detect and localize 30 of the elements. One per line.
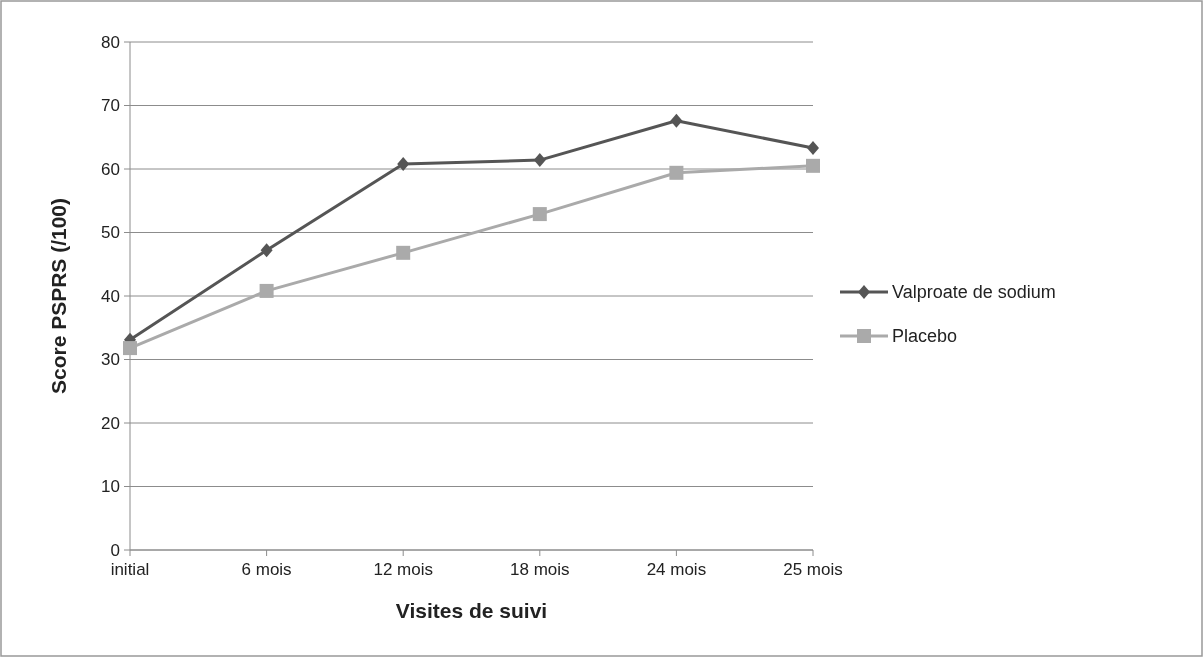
x-tick-label: 12 mois xyxy=(373,560,433,579)
y-tick-label: 80 xyxy=(101,32,120,52)
point xyxy=(532,207,547,222)
point xyxy=(806,158,820,173)
y-tick-label: 70 xyxy=(101,96,120,116)
y-axis-title: Score PSPRS (/100) xyxy=(47,197,70,395)
point xyxy=(669,165,684,180)
y-tick-label: 20 xyxy=(101,413,120,433)
legend-label: Valproate de sodium xyxy=(892,282,1056,303)
point xyxy=(807,141,819,156)
point xyxy=(397,156,410,171)
x-tick-label: 24 mois xyxy=(646,560,707,579)
y-tick-label: 30 xyxy=(101,350,120,370)
point xyxy=(533,153,546,168)
y-tick-label: 60 xyxy=(101,159,120,179)
x-axis-title: Visites de suivi xyxy=(395,599,548,622)
x-tick-label: 25 mois xyxy=(783,560,843,579)
point xyxy=(260,243,273,258)
point xyxy=(123,341,137,356)
y-tick-label: 10 xyxy=(101,477,120,497)
legend-label: Placebo xyxy=(892,326,958,347)
x-tick-label: initial xyxy=(110,560,150,579)
y-tick-label: 40 xyxy=(101,286,120,306)
x-tick-label: 18 mois xyxy=(510,560,570,579)
y-tick-label: 50 xyxy=(101,223,120,243)
point xyxy=(259,283,274,298)
x-tick-label: 6 mois xyxy=(241,560,292,579)
point xyxy=(670,113,683,128)
y-tick-label: 0 xyxy=(110,540,120,560)
point xyxy=(396,245,411,260)
